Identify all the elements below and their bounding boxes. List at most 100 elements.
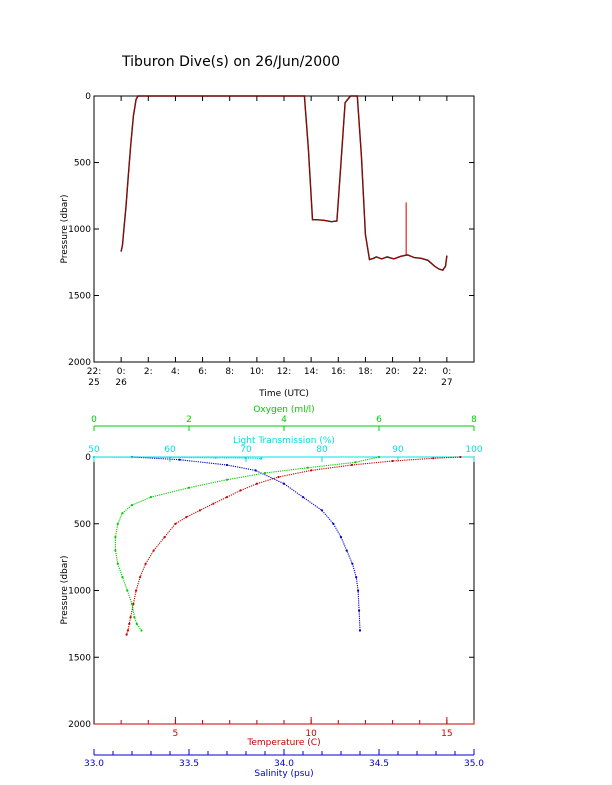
oxygen-point [140, 629, 143, 632]
oxygen-point [135, 622, 138, 626]
light-tick-label: 80 [316, 445, 328, 455]
light-point [92, 455, 96, 459]
oxygen-profile-line [114, 456, 380, 631]
temperature-point [128, 622, 131, 626]
temperature-point [277, 475, 280, 479]
temperature-point [185, 516, 188, 519]
temperature-point [350, 463, 353, 467]
panel1-x-axis: 22:250:262: 4: 6: 8: 10: 12: 14: 16: 18: 20: 22: 0:… [87, 96, 453, 388]
temperature-point [212, 502, 215, 505]
light-profile-line [93, 456, 262, 460]
salinity-point [178, 458, 181, 461]
temperature-point [391, 459, 394, 463]
x-tick-label: 22: [87, 367, 101, 377]
temperature-point [310, 469, 313, 472]
temperature-point [152, 549, 155, 552]
y-tick-label: 0 [85, 453, 91, 463]
salinity-point [282, 482, 286, 485]
x-tick-label: 16: [331, 367, 345, 377]
pressure-overlay-line [120, 95, 448, 271]
x-tick-label: 14: [304, 367, 318, 377]
temperature-point [135, 589, 138, 592]
temperature-tick-label: 10 [305, 729, 317, 739]
x-tick-sublabel: 25 [88, 378, 99, 388]
temperature-profile-line [126, 456, 461, 635]
x-tick-sublabel: 26 [115, 378, 127, 388]
oxygen-point [263, 471, 267, 475]
temperature-point [255, 482, 258, 485]
y-tick-label: 1000 [68, 587, 91, 597]
salinity-tick-label: 33.5 [179, 759, 199, 769]
temperature-axis-label: Temperature (C) [246, 738, 320, 748]
temperature-point [225, 496, 229, 499]
salinity-point [357, 589, 360, 592]
salinity-point [225, 463, 229, 467]
oxygen-point [187, 486, 191, 489]
oxygen-point [133, 616, 136, 619]
y-tick-label: 1500 [68, 653, 91, 663]
light-axis-label: Light Transmission (%) [233, 436, 335, 446]
panel2-series [92, 455, 462, 636]
temperature-point [139, 576, 142, 579]
chart-title: Tiburon Dive(s) on 26/Jun/2000 [121, 54, 340, 70]
salinity-point [355, 576, 358, 579]
panel1-series [120, 95, 448, 272]
salinity-point [351, 562, 354, 565]
x-tick-label: 0: [442, 367, 451, 377]
salinity-profile-line [131, 456, 361, 631]
temperature-tick-label: 15 [441, 729, 452, 739]
light-point [214, 456, 217, 459]
temperature-point [144, 562, 147, 565]
x-tick-label: 18: [358, 367, 372, 377]
oxygen-point [377, 455, 381, 459]
x-tick-label: 4: [171, 367, 180, 377]
temperature-point [174, 522, 177, 525]
y-tick-label: 500 [74, 159, 91, 169]
salinity-tick-label: 35.0 [464, 759, 484, 769]
salinity-point [320, 509, 324, 512]
temperature-point [432, 457, 435, 460]
light-point [244, 457, 248, 460]
temperature-tick-label: 5 [173, 729, 179, 739]
salinity-point [358, 609, 361, 612]
salinity-point [339, 536, 343, 539]
panel2-extra-axes: 0 2 4 6 8 50 60 70 80 90 100 5 10 15 33.0 33.5 34.0 34.5 3… [84, 415, 484, 769]
x-tick-label: 0: [117, 367, 126, 377]
oxygen-point [116, 522, 119, 525]
x-tick-sublabel: 27 [441, 378, 452, 388]
light-tick-label: 60 [164, 445, 176, 455]
x-tick-label: 22: [412, 367, 426, 377]
x-tick-label: 10: [250, 367, 264, 377]
salinity-tick-label: 34.0 [274, 759, 294, 769]
oxygen-point [121, 511, 124, 515]
y-tick-label: 0 [85, 92, 91, 102]
y-tick-label: 2000 [68, 358, 91, 368]
salinity-point [358, 629, 362, 632]
y-tick-label: 2000 [68, 720, 91, 730]
light-tick-label: 90 [392, 445, 404, 455]
salinity-point [332, 522, 335, 525]
oxygen-tick-label: 0 [91, 415, 97, 425]
oxygen-point [130, 504, 134, 507]
temperature-point [239, 489, 242, 492]
panel2-y-axis: 0 500 1000 1500 2000 [68, 453, 474, 730]
panel2-y-label: Pressure (dbar) [60, 556, 70, 625]
salinity-tick-label: 34.5 [369, 759, 389, 769]
panel1-x-label: Time (UTC) [258, 389, 309, 399]
oxygen-point [354, 461, 357, 464]
x-tick-label: 12: [277, 367, 291, 377]
oxygen-point [306, 466, 309, 469]
temperature-point [198, 509, 201, 512]
oxygen-point [130, 602, 134, 606]
salinity-axis-label: Salinity (psu) [254, 769, 313, 779]
x-tick-label: 20: [385, 367, 399, 377]
temperature-point [163, 536, 166, 539]
y-tick-label: 1000 [68, 225, 91, 235]
salinity-point [301, 496, 305, 499]
oxygen-point [114, 549, 117, 552]
oxygen-tick-label: 6 [376, 415, 382, 425]
temperature-point [125, 633, 128, 636]
x-tick-label: 8: [225, 367, 234, 377]
